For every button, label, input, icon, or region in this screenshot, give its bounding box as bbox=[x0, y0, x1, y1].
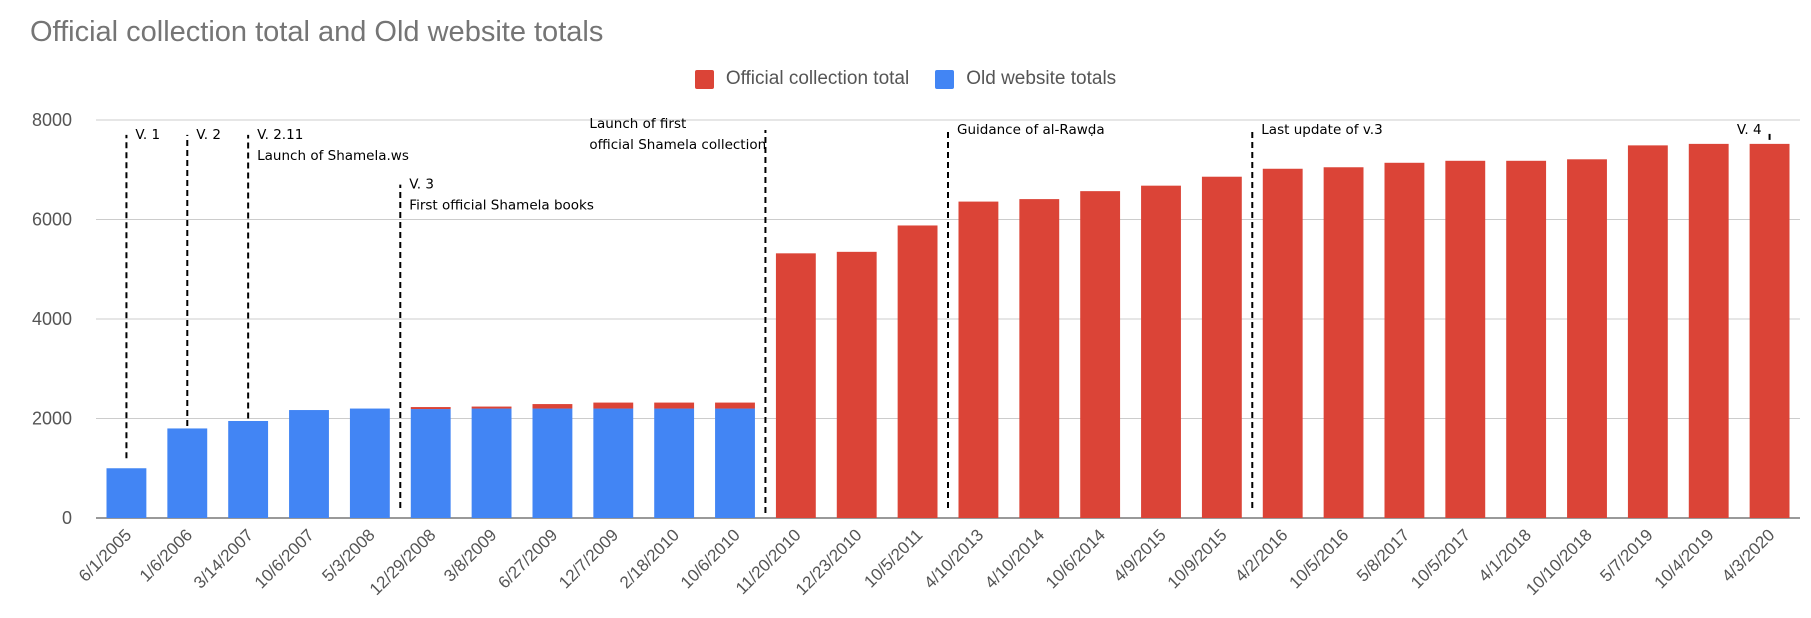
annotation-label: Launch of first bbox=[589, 116, 686, 132]
chart-title: Official collection total and Old websit… bbox=[30, 16, 604, 48]
bar-official-16 bbox=[1080, 191, 1121, 518]
bar-old-website-9 bbox=[654, 408, 695, 518]
bar-official-13 bbox=[897, 225, 938, 518]
bar-old-website-1 bbox=[167, 428, 208, 518]
bar-old-website-4 bbox=[349, 408, 390, 518]
bar-official-15 bbox=[1019, 199, 1060, 519]
bar-official-11 bbox=[775, 253, 816, 518]
bar-official-6 bbox=[471, 406, 512, 409]
bar-official-24 bbox=[1567, 159, 1607, 519]
legend-swatch-official bbox=[694, 69, 714, 89]
x-tick-label: 3/14/2007 bbox=[190, 525, 257, 592]
annotation-label: V. 4 bbox=[1737, 122, 1762, 138]
x-tick-label: 5/8/2017 bbox=[1353, 525, 1413, 585]
x-tick-label: 12/23/2010 bbox=[792, 525, 866, 599]
y-tick-label: 0 bbox=[62, 508, 72, 528]
bar-official-8 bbox=[593, 402, 634, 409]
annotation-label: V. 1 bbox=[135, 127, 160, 143]
legend-label-official: Official collection total bbox=[725, 68, 910, 89]
annotation-label: First official Shamela books bbox=[409, 198, 594, 214]
annotation-label: Guidance of al-Rawḍa bbox=[957, 122, 1105, 138]
x-tick-label: 5/7/2019 bbox=[1596, 525, 1656, 585]
x-tick-label: 4/10/2013 bbox=[920, 525, 987, 592]
bar-official-26 bbox=[1688, 143, 1729, 518]
bar-official-20 bbox=[1323, 167, 1364, 518]
bar-official-7 bbox=[532, 404, 573, 409]
annotation-label: Launch of Shamela.ws bbox=[257, 148, 409, 164]
y-tick-label: 8000 bbox=[32, 110, 72, 130]
bar-official-12 bbox=[836, 251, 877, 518]
annotation-label: Last update of v.3 bbox=[1261, 122, 1382, 138]
bar-official-17 bbox=[1141, 185, 1181, 519]
annotation-label: official Shamela collection bbox=[589, 137, 766, 153]
bar-old-website-0 bbox=[106, 468, 147, 518]
legend: Official collection total Old website to… bbox=[0, 68, 1811, 90]
bar-official-27 bbox=[1749, 143, 1790, 518]
legend-item-official[interactable]: Official collection total bbox=[694, 68, 910, 90]
bar-official-25 bbox=[1627, 145, 1668, 518]
bar-old-website-7 bbox=[532, 408, 573, 518]
x-tick-label: 12/29/2008 bbox=[366, 525, 440, 599]
x-tick-label: 10/5/2017 bbox=[1407, 525, 1474, 592]
x-tick-label: 1/6/2006 bbox=[136, 525, 196, 585]
x-tick-label: 10/10/2018 bbox=[1522, 525, 1596, 599]
bar-official-22 bbox=[1445, 160, 1486, 519]
x-tick-label: 4/10/2014 bbox=[981, 525, 1048, 592]
bar-official-23 bbox=[1506, 160, 1547, 519]
x-tick-label: 10/6/2014 bbox=[1042, 525, 1109, 592]
bar-official-14 bbox=[958, 201, 999, 518]
y-tick-label: 4000 bbox=[32, 309, 72, 329]
bar-official-9 bbox=[654, 402, 695, 409]
x-tick-label: 10/6/2007 bbox=[251, 525, 318, 592]
bar-official-5 bbox=[410, 407, 451, 410]
x-tick-label: 10/5/2016 bbox=[1285, 525, 1352, 592]
x-tick-label: 4/2/2016 bbox=[1231, 525, 1291, 585]
annotation-label: V. 2.11 bbox=[257, 127, 303, 143]
annotation-label: V. 3 bbox=[409, 177, 434, 193]
x-tick-label: 6/1/2005 bbox=[75, 525, 135, 585]
y-tick-label: 2000 bbox=[32, 409, 72, 429]
x-tick-label: 5/3/2008 bbox=[318, 525, 378, 585]
bar-official-18 bbox=[1201, 176, 1242, 518]
x-tick-label: 10/9/2015 bbox=[1164, 525, 1231, 592]
bar-old-website-2 bbox=[228, 420, 269, 518]
x-tick-label: 4/1/2018 bbox=[1475, 525, 1535, 585]
x-tick-label: 10/4/2019 bbox=[1651, 525, 1718, 592]
bar-old-website-10 bbox=[715, 408, 755, 518]
bar-old-website-5 bbox=[410, 409, 451, 518]
bar-old-website-8 bbox=[593, 408, 634, 518]
annotation-label: V. 2 bbox=[196, 127, 221, 143]
legend-item-old-website[interactable]: Old website totals bbox=[935, 68, 1116, 90]
bar-official-10 bbox=[715, 402, 755, 409]
y-tick-label: 6000 bbox=[32, 210, 72, 230]
x-tick-label: 6/27/2009 bbox=[494, 525, 561, 592]
x-tick-label: 2/18/2010 bbox=[616, 525, 683, 592]
x-tick-label: 3/8/2009 bbox=[440, 525, 500, 585]
x-tick-label: 12/7/2009 bbox=[555, 525, 622, 592]
bar-old-website-3 bbox=[289, 410, 329, 518]
x-tick-label: 10/5/2011 bbox=[860, 525, 926, 591]
legend-label-old-website: Old website totals bbox=[966, 68, 1117, 89]
x-tick-label: 4/3/2020 bbox=[1718, 525, 1778, 585]
x-tick-label: 4/9/2015 bbox=[1110, 525, 1170, 585]
bar-official-21 bbox=[1384, 162, 1425, 518]
bar-old-website-6 bbox=[471, 408, 512, 518]
bar-official-19 bbox=[1262, 168, 1303, 518]
legend-swatch-old-website bbox=[935, 69, 955, 89]
